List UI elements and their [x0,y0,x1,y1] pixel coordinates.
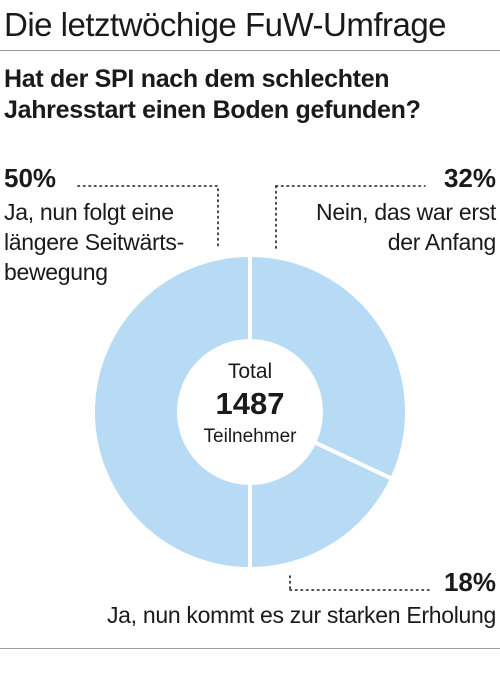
survey-question: Hat der SPI nach dem schlechten Jahresst… [4,65,421,124]
slice-label-line: Ja, nun kommt es zur starken Erholung [106,602,496,628]
header-title: Die letztwöchige FuW-Umfrage [4,6,447,43]
slice-pct-label: 18% [443,567,496,597]
center-total-unit: Teilnehmer [203,426,297,447]
slice-label-line: Nein, das war erst [316,199,496,225]
slice-pct-label: 50% [4,163,57,193]
slice-pct-label: 32% [443,163,496,193]
leader-line [77,185,219,249]
slice-label-line: bewegung [4,259,108,285]
slice-label-line: der Anfang [387,229,497,255]
donut-slice [91,252,252,572]
center-total-label: Total [227,360,273,383]
slice-label-line: längere Seitwärts- [4,229,184,255]
donut-slice [248,439,395,572]
top-divider [0,50,500,51]
slice-label-line: Ja, nun folgt eine [4,199,174,225]
donut-slice [248,252,409,482]
bottom-divider [0,648,500,649]
center-total-count: 1487 [215,386,285,421]
